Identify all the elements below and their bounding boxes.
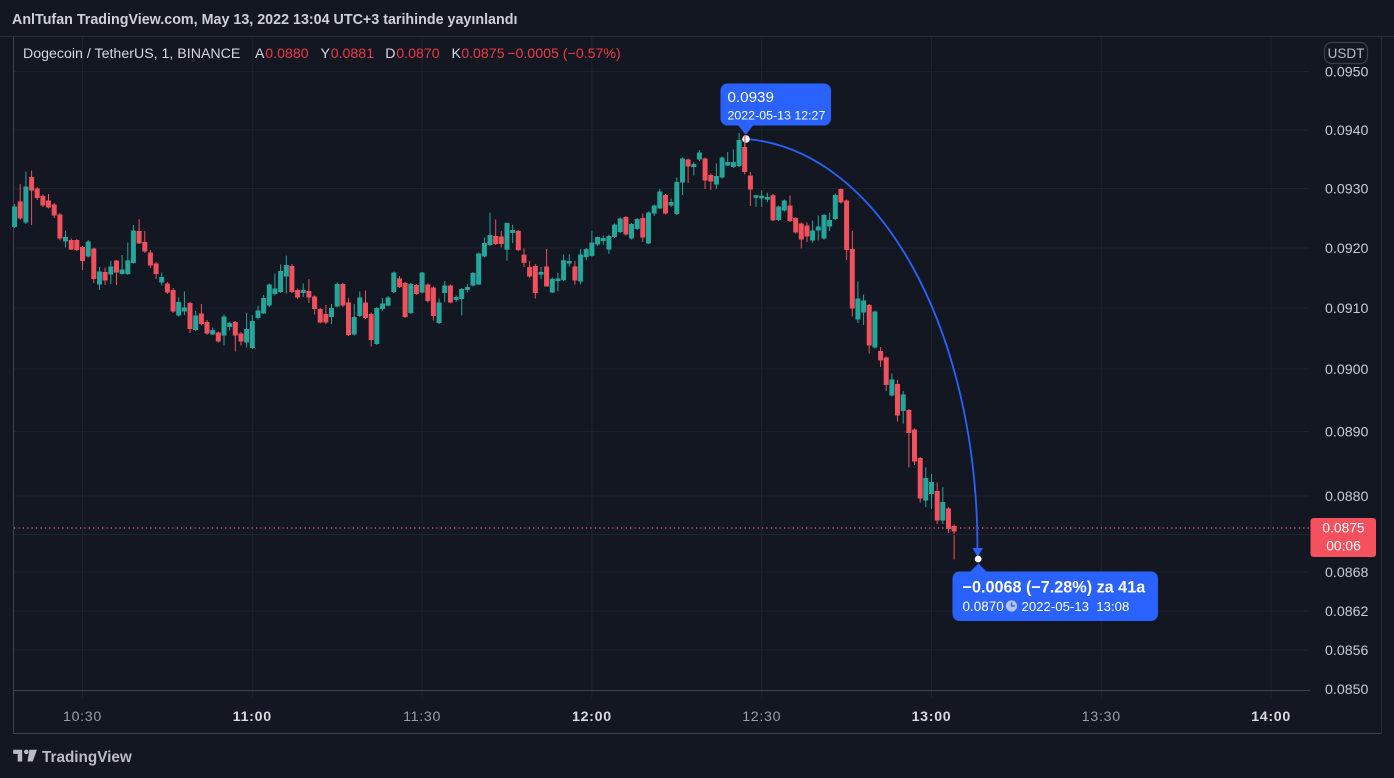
svg-text:00:06: 00:06: [1326, 539, 1361, 554]
svg-text:0.0890: 0.0890: [1325, 425, 1369, 441]
svg-text:0.0939: 0.0939: [728, 89, 774, 106]
svg-text:10:30: 10:30: [63, 709, 102, 725]
svg-text:0.0940: 0.0940: [1325, 123, 1369, 139]
svg-text:12:00: 12:00: [572, 709, 612, 725]
svg-text:0.0920: 0.0920: [1325, 241, 1369, 257]
svg-text:14:00: 14:00: [1251, 709, 1291, 725]
svg-text:D: D: [385, 46, 395, 62]
svg-text:USDT: USDT: [1328, 46, 1365, 61]
svg-text:0.0862: 0.0862: [1325, 604, 1369, 620]
svg-text:0.0856: 0.0856: [1325, 643, 1369, 659]
svg-text:0.0868: 0.0868: [1325, 565, 1369, 581]
svg-text:13:00: 13:00: [912, 709, 952, 725]
svg-text:0.0870: 0.0870: [963, 599, 1004, 614]
svg-text:12:30: 12:30: [742, 709, 781, 725]
svg-text:0.0870: 0.0870: [396, 46, 440, 62]
svg-text:Y: Y: [321, 46, 331, 62]
svg-text:13:30: 13:30: [1082, 709, 1121, 725]
svg-text:2022-05-13 12:27: 2022-05-13 12:27: [728, 109, 826, 123]
svg-text:2022-05-13 13:08: 2022-05-13 13:08: [1022, 599, 1130, 614]
svg-text:0.0900: 0.0900: [1325, 362, 1369, 378]
svg-text:0.0850: 0.0850: [1325, 682, 1369, 698]
svg-text:Dogecoin / TetherUS, 1, BINANC: Dogecoin / TetherUS, 1, BINANCE: [23, 46, 240, 62]
svg-text:0.0875: 0.0875: [461, 46, 505, 62]
svg-text:11:30: 11:30: [403, 709, 441, 725]
svg-text:−0.0068 (−7.28%) za 41a: −0.0068 (−7.28%) za 41a: [963, 579, 1147, 597]
svg-text:11:00: 11:00: [233, 709, 272, 725]
svg-text:−0.0005 (−0.57%): −0.0005 (−0.57%): [507, 46, 621, 62]
svg-text:0.0880: 0.0880: [265, 46, 309, 62]
svg-text:A: A: [255, 46, 265, 62]
svg-text:0.0880: 0.0880: [1325, 489, 1369, 505]
svg-text:0.0881: 0.0881: [331, 46, 375, 62]
svg-text:TradingView: TradingView: [42, 749, 132, 766]
svg-text:0.0875: 0.0875: [1322, 521, 1365, 536]
svg-text:0.0910: 0.0910: [1325, 301, 1369, 317]
svg-text:0.0950: 0.0950: [1325, 65, 1369, 81]
svg-text:K: K: [452, 46, 462, 62]
svg-text:AnlTufan TradingView.com, May: AnlTufan TradingView.com, May 13, 2022 1…: [12, 12, 517, 28]
svg-text:0.0930: 0.0930: [1325, 182, 1369, 198]
